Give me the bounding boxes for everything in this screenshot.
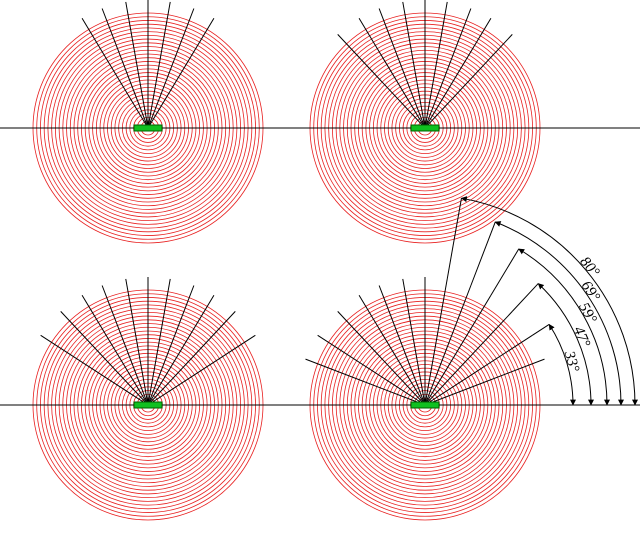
rays-p2	[338, 0, 513, 128]
angle-label: 80°	[576, 254, 602, 280]
angle-label: 69°	[578, 278, 603, 304]
angle-label: 59°	[575, 300, 599, 326]
slit-p2	[411, 125, 439, 131]
rays-p4	[306, 277, 545, 405]
rays-p1	[82, 0, 214, 128]
slit-p3	[134, 402, 162, 408]
ray-extension	[447, 198, 461, 279]
angle-arc	[495, 222, 621, 405]
diffraction-diagram: 33°47°59°69°80°	[0, 0, 640, 544]
ray-extension	[532, 324, 549, 335]
slit-p4	[411, 402, 439, 408]
ray-extension	[512, 284, 538, 312]
slit-p1	[134, 125, 162, 131]
ray-extension	[491, 249, 519, 295]
angle-label: 33°	[560, 348, 582, 374]
